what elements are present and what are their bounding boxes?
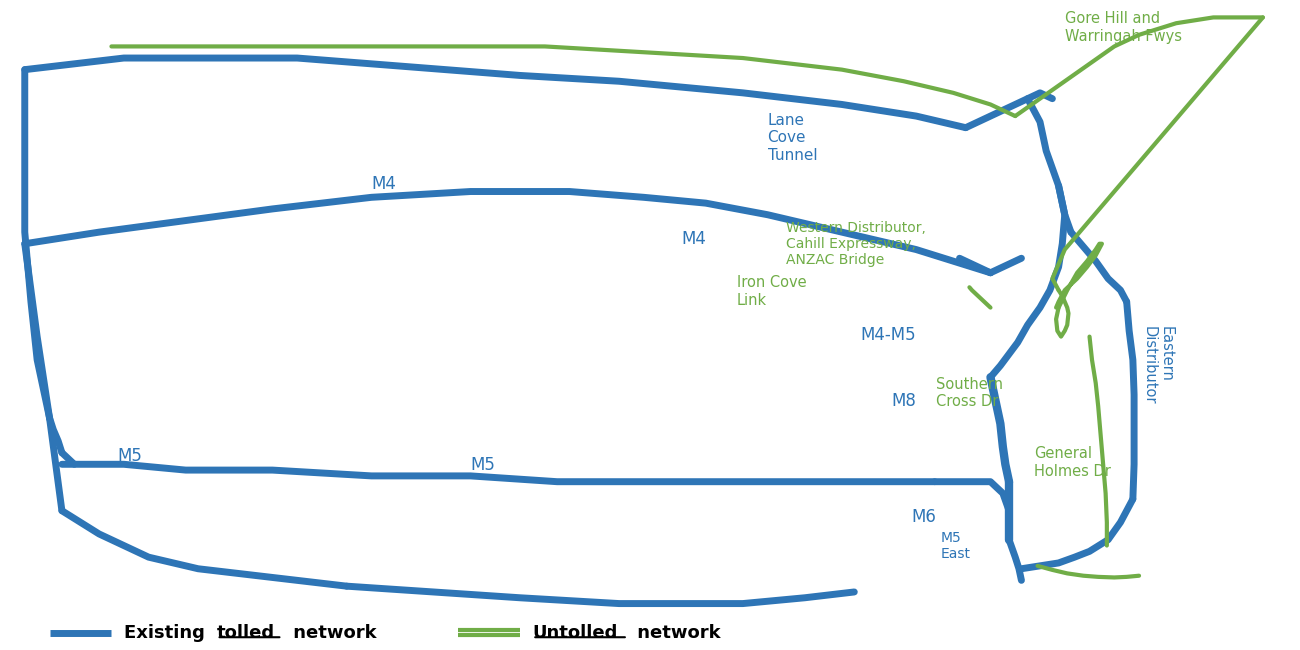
- Text: network: network: [632, 623, 722, 642]
- Text: Southern
Cross Dr: Southern Cross Dr: [936, 377, 1004, 410]
- Text: tolled: tolled: [217, 623, 274, 642]
- Text: network: network: [287, 623, 377, 642]
- Text: M5
East: M5 East: [941, 531, 971, 561]
- Text: Lane
Cove
Tunnel: Lane Cove Tunnel: [767, 113, 818, 162]
- Text: M6: M6: [911, 508, 936, 526]
- Text: M4: M4: [372, 175, 396, 192]
- Text: M5: M5: [471, 456, 495, 474]
- Text: General
Holmes Dr: General Holmes Dr: [1034, 447, 1110, 479]
- Text: Gore Hill and
Warringah Fwys: Gore Hill and Warringah Fwys: [1065, 11, 1182, 44]
- Text: M4-M5: M4-M5: [861, 326, 916, 343]
- Text: M4: M4: [681, 229, 706, 248]
- Text: Iron Cove
Link: Iron Cove Link: [737, 276, 806, 307]
- Text: M8: M8: [892, 392, 916, 410]
- Text: Eastern
Distributor: Eastern Distributor: [1141, 326, 1174, 405]
- Text: Untolled: Untolled: [533, 623, 618, 642]
- Text: Existing: Existing: [124, 623, 211, 642]
- Text: Western Distributor,
Cahill Expressway,
ANZAC Bridge: Western Distributor, Cahill Expressway, …: [786, 220, 926, 267]
- Text: M5: M5: [117, 447, 143, 465]
